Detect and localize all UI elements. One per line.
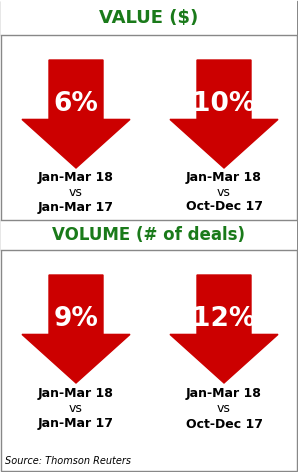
Text: VOLUME (# of deals): VOLUME (# of deals) [52, 226, 246, 244]
Text: 6%: 6% [54, 91, 98, 117]
Polygon shape [22, 60, 130, 168]
Text: vs: vs [69, 403, 83, 415]
Text: vs: vs [217, 403, 231, 415]
Text: 10%: 10% [192, 91, 256, 117]
Polygon shape [22, 275, 130, 383]
Text: Jan-Mar 18: Jan-Mar 18 [38, 388, 114, 401]
Text: 9%: 9% [54, 306, 98, 332]
Text: Jan-Mar 18: Jan-Mar 18 [186, 170, 262, 184]
Text: vs: vs [217, 185, 231, 199]
Text: Jan-Mar 17: Jan-Mar 17 [38, 418, 114, 430]
Polygon shape [170, 275, 278, 383]
Polygon shape [170, 60, 278, 168]
Text: VALUE ($): VALUE ($) [99, 9, 199, 27]
Bar [1, 220, 297, 250]
Text: Oct-Dec 17: Oct-Dec 17 [185, 418, 263, 430]
Text: 12%: 12% [192, 306, 256, 332]
Text: vs: vs [69, 185, 83, 199]
Bar [1, 0, 297, 35]
Text: Jan-Mar 17: Jan-Mar 17 [38, 201, 114, 213]
Text: Oct-Dec 17: Oct-Dec 17 [185, 201, 263, 213]
Text: Source: Thomson Reuters: Source: Thomson Reuters [5, 456, 131, 466]
Text: Jan-Mar 18: Jan-Mar 18 [38, 170, 114, 184]
Text: Jan-Mar 18: Jan-Mar 18 [186, 388, 262, 401]
